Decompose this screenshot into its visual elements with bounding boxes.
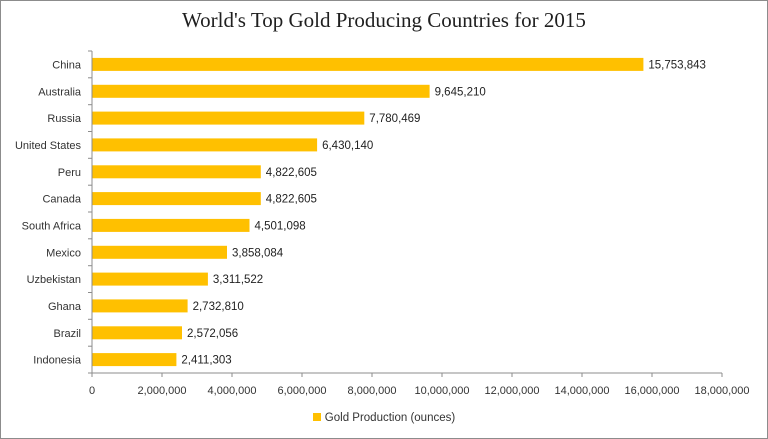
data-label: 3,311,522 (213, 274, 263, 286)
data-label: 7,780,469 (369, 113, 420, 125)
x-tick-label: 0 (89, 385, 95, 397)
x-tick-label: 2,000,000 (138, 385, 187, 397)
category-label: China (52, 59, 82, 71)
data-label: 3,858,084 (232, 247, 284, 259)
data-label: 2,411,303 (181, 355, 231, 367)
axis-layer: China Australia Russia United States Peru Can… (15, 50, 750, 397)
category-label: Uzbekistan (27, 274, 81, 286)
data-label: 4,501,098 (255, 220, 306, 232)
bar (92, 299, 188, 313)
category-label: Mexico (46, 247, 81, 259)
bar (92, 192, 261, 206)
data-label: 2,732,810 (193, 301, 244, 313)
bar (92, 218, 250, 232)
data-label: 6,430,140 (322, 140, 373, 152)
chart-title: World's Top Gold Producing Countries for… (182, 8, 586, 32)
bars-layer: 15,753,843 9,645,210 7,780,469 6,430,140 4,8… (92, 57, 706, 367)
legend: Gold Production (ounces) (0, 412, 768, 424)
x-tick-label: 4,000,000 (208, 385, 257, 397)
data-label: 9,645,210 (435, 86, 486, 98)
bar (92, 111, 365, 125)
category-label: Brazil (53, 328, 81, 340)
x-tick-label: 14,000,000 (554, 385, 609, 397)
bar (92, 353, 177, 367)
x-tick-label: 18,000,000 (694, 385, 749, 397)
bar (92, 57, 644, 71)
data-label: 15,753,843 (648, 59, 706, 71)
data-label: 4,822,605 (266, 194, 317, 206)
bar (92, 138, 318, 152)
category-label: South Africa (22, 220, 82, 232)
bar (92, 165, 261, 179)
category-label: Indonesia (33, 355, 82, 367)
bar (92, 245, 227, 259)
data-label: 2,572,056 (187, 328, 238, 340)
category-label: Peru (58, 167, 81, 179)
category-label: Australia (38, 86, 82, 98)
category-label: Ghana (48, 301, 82, 313)
legend-label: Gold Production (ounces) (324, 412, 456, 424)
x-tick-label: 12,000,000 (484, 385, 539, 397)
data-label: 4,822,605 (266, 167, 317, 179)
x-tick-label: 8,000,000 (348, 385, 397, 397)
category-label: Russia (47, 113, 82, 125)
bar (92, 84, 430, 98)
x-tick-label: 10,000,000 (414, 385, 469, 397)
legend-swatch (312, 413, 321, 421)
bar (92, 326, 182, 340)
category-label: Canada (42, 194, 81, 206)
x-tick-label: 16,000,000 (624, 385, 679, 397)
x-tick-label: 6,000,000 (278, 385, 327, 397)
category-label: United States (15, 140, 82, 152)
bar (92, 272, 208, 286)
